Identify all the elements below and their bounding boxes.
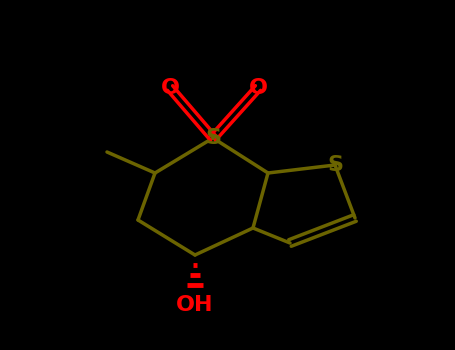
Text: OH: OH	[176, 295, 214, 315]
Text: O: O	[161, 78, 180, 98]
Text: S: S	[205, 128, 221, 148]
Text: S: S	[327, 155, 343, 175]
Text: O: O	[248, 78, 268, 98]
